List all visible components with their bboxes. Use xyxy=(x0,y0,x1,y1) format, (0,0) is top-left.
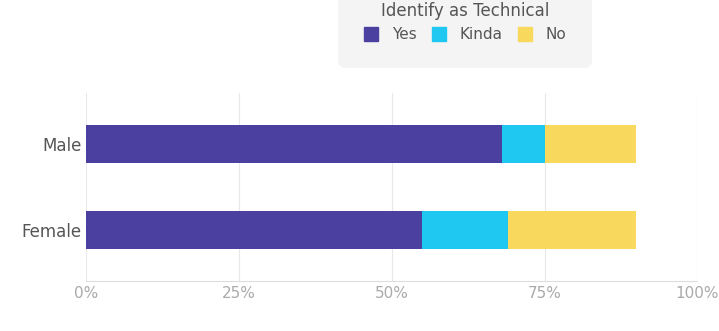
Bar xyxy=(544,125,636,164)
Legend: Yes, Kinda, No: Yes, Kinda, No xyxy=(346,0,585,61)
Bar xyxy=(423,211,508,249)
Bar xyxy=(86,125,502,164)
Bar xyxy=(508,211,636,249)
Bar xyxy=(86,211,423,249)
Bar xyxy=(502,125,544,164)
